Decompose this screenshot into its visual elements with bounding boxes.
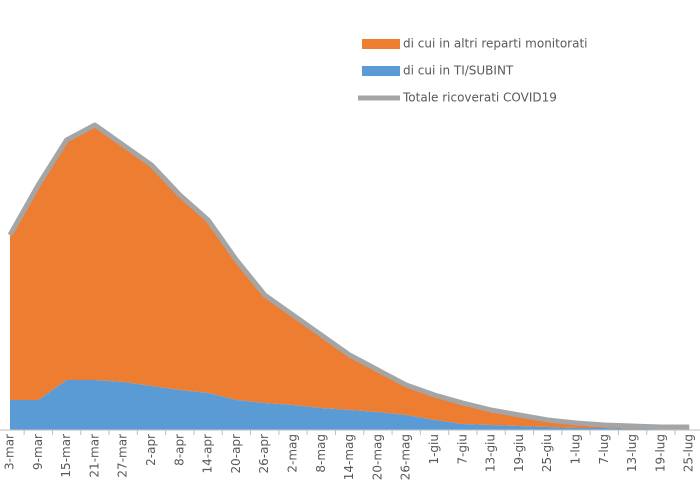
x-tick-label: 7-giu xyxy=(455,434,469,465)
legend-label: di cui in altri reparti monitorati xyxy=(403,37,588,51)
area xyxy=(10,380,690,430)
legend-label: di cui in TI/SUBINT xyxy=(403,64,514,78)
x-tick-label: 7-lug xyxy=(597,434,611,465)
x-tick-label: 9-mar xyxy=(31,434,45,470)
x-tick-label: 25-lug xyxy=(682,434,696,472)
x-tick-label: 21-mar xyxy=(87,434,101,478)
x-tick-label: 26-mag xyxy=(399,434,413,480)
x-tick-label: 20-apr xyxy=(229,434,243,474)
x-tick-label: 14-mag xyxy=(342,434,356,480)
legend-swatch xyxy=(362,66,400,76)
x-tick-label: 1-giu xyxy=(427,434,441,465)
x-tick-label: 3-mar xyxy=(3,434,17,470)
x-tick-label: 15-mar xyxy=(59,434,73,478)
x-tick-label: 25-giu xyxy=(540,434,554,472)
legend-label: Totale ricoverati COVID19 xyxy=(402,91,557,105)
x-tick-label: 20-mag xyxy=(370,434,384,480)
x-tick-label: 8-mag xyxy=(314,434,328,473)
x-tick-label: 1-lug xyxy=(569,434,583,465)
legend-swatch xyxy=(362,39,400,49)
x-tick-label: 13-giu xyxy=(484,434,498,472)
x-tick-label: 26-apr xyxy=(257,434,271,474)
x-tick-label: 2-mag xyxy=(286,434,300,473)
x-tick-label: 19-giu xyxy=(512,434,526,472)
x-tick-label: 2-apr xyxy=(144,434,158,466)
x-tick-label: 27-mar xyxy=(116,434,130,478)
x-tick-label: 14-apr xyxy=(201,434,215,474)
total-line xyxy=(7,122,690,430)
x-tick-label: 8-apr xyxy=(172,434,186,466)
x-tick-label: 13-lug xyxy=(625,434,639,472)
x-tick-label: 19-lug xyxy=(653,434,667,472)
area xyxy=(10,125,690,429)
